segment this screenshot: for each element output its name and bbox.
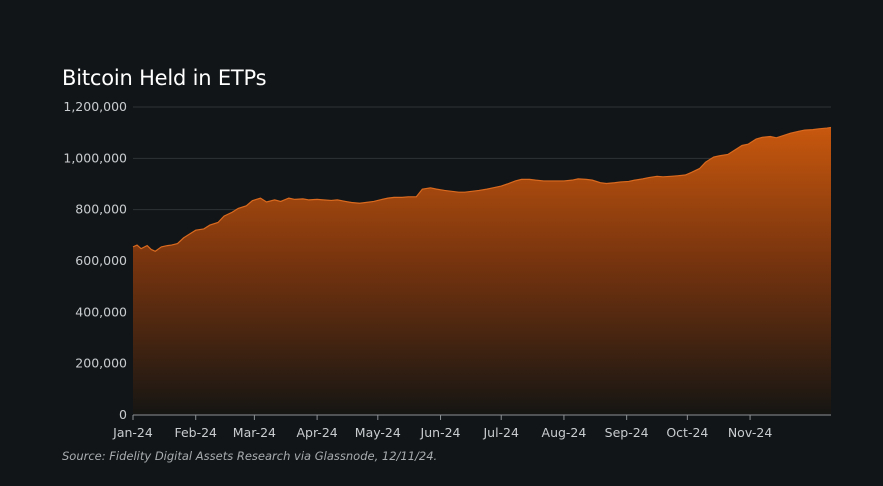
x-tick-label: Feb-24 — [174, 425, 217, 440]
x-tick-label: Jun-24 — [420, 425, 461, 440]
x-tick-label: Nov-24 — [728, 425, 773, 440]
x-tick-label: Apr-24 — [296, 425, 337, 440]
series-line — [132, 126, 832, 252]
x-tick-label: Sep-24 — [605, 425, 649, 440]
chart-title: Bitcoin Held in ETPs — [62, 66, 267, 90]
y-tick-label: 1,000,000 — [63, 150, 127, 165]
x-tick-label: Mar-24 — [233, 425, 276, 440]
axes: 0 200,000 400,000 600,000 800,000 1,000,000 1,… — [63, 99, 831, 440]
y-tick-label: 200,000 — [75, 356, 127, 371]
source-note: Source: Fidelity Digital Assets Research… — [62, 449, 438, 463]
y-tick-label: 1,200,000 — [63, 99, 127, 114]
x-tick-label: Aug-24 — [542, 425, 587, 440]
y-tick-label: 0 — [119, 407, 127, 422]
x-tick-label: Jul-24 — [482, 425, 519, 440]
area-fill — [133, 127, 831, 415]
x-tick-label: Oct-24 — [666, 425, 708, 440]
area-series — [132, 126, 832, 415]
y-tick-label: 800,000 — [75, 202, 127, 217]
y-tick-label: 400,000 — [75, 304, 127, 319]
y-tick-label: 600,000 — [75, 253, 127, 268]
x-tick-label: May-24 — [355, 425, 401, 440]
x-tick-label: Jan-24 — [112, 425, 153, 440]
